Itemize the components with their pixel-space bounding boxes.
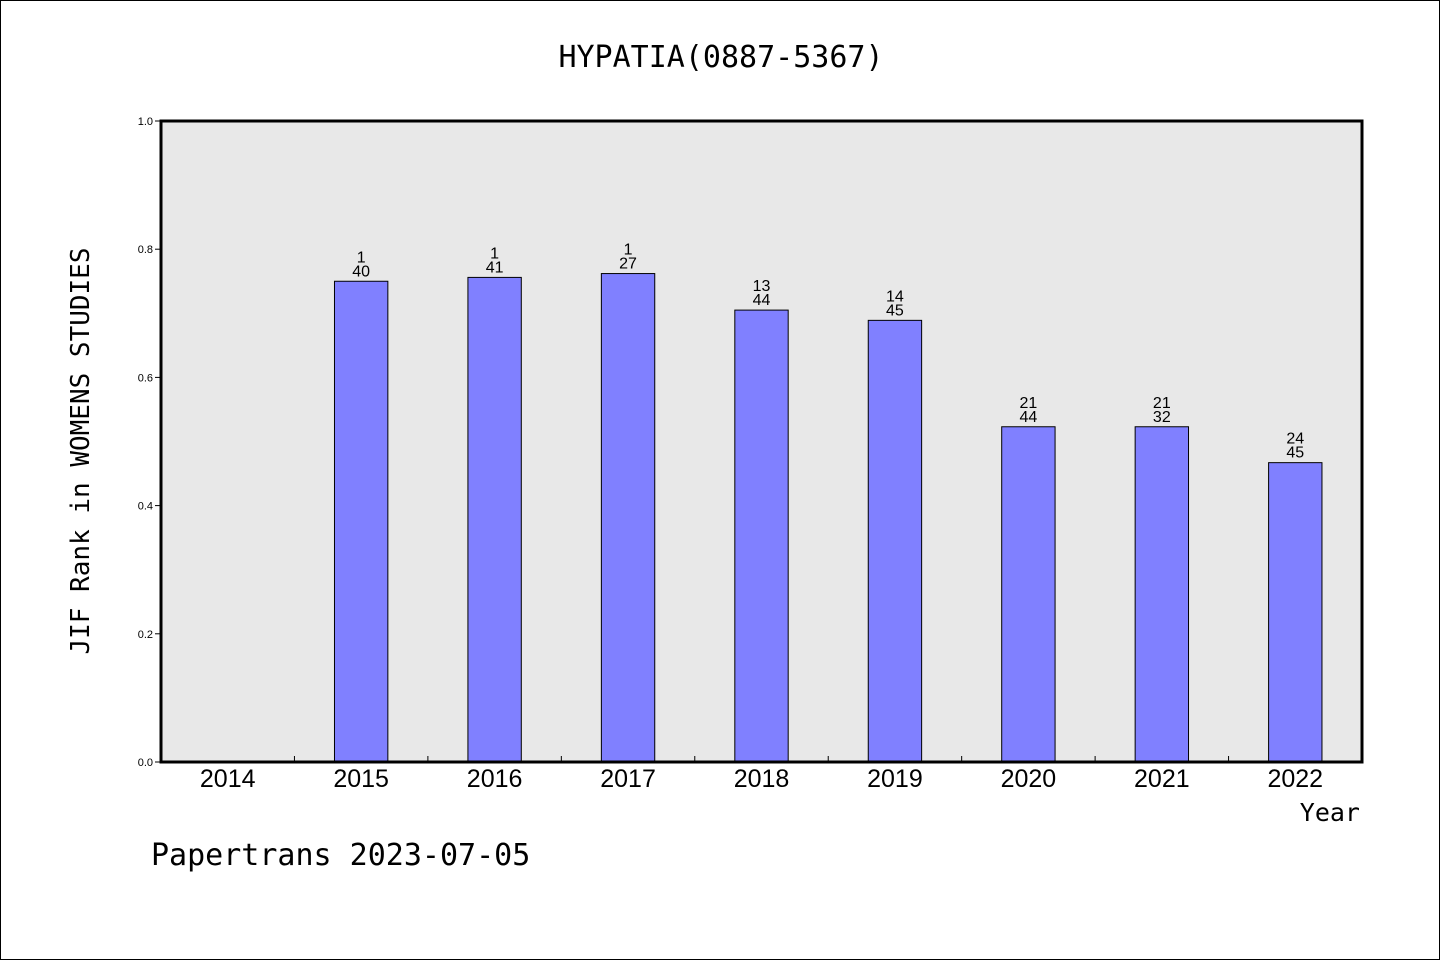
y-tick-label: 0.8	[138, 244, 153, 256]
x-axis: 2014 2015 2016 2017 2018 2019 2020 2021 2022	[200, 756, 1323, 793]
data-label-total: 45	[1286, 445, 1304, 462]
data-label-rank: 13	[753, 278, 771, 295]
x-tick-label: 2017	[600, 765, 656, 793]
x-tick-label: 2016	[467, 765, 523, 793]
data-label-rank: 1	[357, 249, 366, 266]
plot-border	[159, 119, 1364, 764]
bar-2018	[734, 309, 789, 763]
data-label-total: 40	[352, 263, 370, 280]
bar-2019	[867, 319, 923, 763]
data-label-rank: 14	[886, 288, 904, 305]
x-tick-label: 2018	[734, 765, 790, 793]
bar-2015	[333, 280, 389, 763]
x-tick-label: 2019	[867, 765, 923, 793]
y-tick-label: 0.2	[138, 629, 153, 641]
data-label-rank: 21	[1019, 395, 1037, 412]
bar-2022	[1268, 462, 1323, 763]
x-tick-label: 2022	[1267, 765, 1323, 793]
data-label-rank: 21	[1153, 395, 1171, 412]
data-label-total: 41	[486, 259, 504, 276]
chart-title: HYPATIA(0887-5367)	[558, 40, 883, 75]
data-label-total: 45	[886, 302, 904, 319]
x-tick-label: 2020	[1001, 765, 1057, 793]
footer-credit: Papertrans 2023-07-05	[151, 838, 530, 873]
data-label-total: 32	[1153, 409, 1171, 426]
y-tick-label: 0.6	[138, 372, 153, 384]
data-label-rank: 1	[624, 242, 633, 259]
data-label-rank: 24	[1286, 431, 1304, 448]
y-axis-label: JIF Rank in WOMENS STUDIES	[66, 248, 96, 655]
bar-2020	[1001, 426, 1056, 763]
x-tick-label: 2021	[1134, 765, 1190, 793]
y-axis: 0.0 0.2 0.4 0.6 0.8 1.0	[138, 116, 161, 769]
data-label-rank: 1	[490, 245, 499, 262]
bar-2017	[600, 273, 656, 763]
bar-2016	[467, 276, 522, 763]
data-label-total: 44	[1019, 409, 1037, 426]
y-tick-label: 0.4	[138, 501, 153, 513]
bars-group	[333, 273, 1323, 763]
y-tick-label: 0.0	[138, 757, 153, 769]
x-tick-label: 2015	[333, 765, 389, 793]
data-label-total: 27	[619, 256, 637, 273]
data-label-total: 44	[753, 292, 771, 309]
x-axis-label: Year	[1300, 798, 1360, 827]
bar-2021	[1134, 426, 1190, 763]
x-tick-label: 2014	[200, 765, 256, 793]
y-tick-label: 1.0	[138, 116, 153, 128]
